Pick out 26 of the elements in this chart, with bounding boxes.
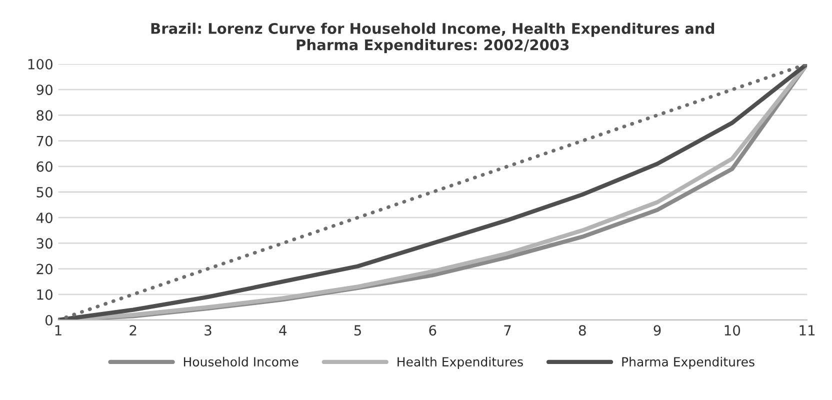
- x-tick-label: 4: [279, 325, 287, 336]
- x-tick-label: 7: [504, 325, 511, 336]
- y-tick-label: 10: [37, 289, 52, 300]
- y-tick-label: 30: [36, 238, 52, 249]
- x-tick-label: 2: [130, 325, 136, 336]
- legend-label: Household Income: [184, 356, 298, 367]
- y-tick-label: 0: [45, 314, 52, 326]
- x-tick-label: 1: [55, 325, 62, 336]
- y-tick-label: 40: [36, 212, 52, 224]
- x-tick-label: 11: [800, 325, 815, 336]
- x-tick-label: 3: [204, 325, 212, 336]
- chart-title: Brazil: Lorenz Curve for Household Income, Health Expenditures and Pharma Expenditures: 2002/2003: [151, 22, 714, 54]
- x-tick-label: 10: [724, 325, 740, 336]
- y-tick-label: 60: [36, 161, 52, 172]
- y-tick-label: 70: [36, 136, 52, 146]
- x-tick-label: 6: [429, 325, 436, 336]
- y-tick-label: 90: [36, 84, 52, 96]
- legend-label: Pharma Expenditures: [622, 356, 754, 369]
- x-tick-label: 9: [654, 325, 661, 336]
- y-tick-label: 100: [28, 58, 52, 70]
- legend-label: Health Expenditures: [398, 356, 523, 369]
- x-tick-label: 8: [578, 325, 586, 336]
- y-tick-label: 20: [36, 264, 52, 274]
- y-tick-label: 80: [36, 110, 52, 121]
- y-tick-label: 50: [36, 186, 52, 198]
- x-tick-label: 5: [354, 325, 361, 336]
